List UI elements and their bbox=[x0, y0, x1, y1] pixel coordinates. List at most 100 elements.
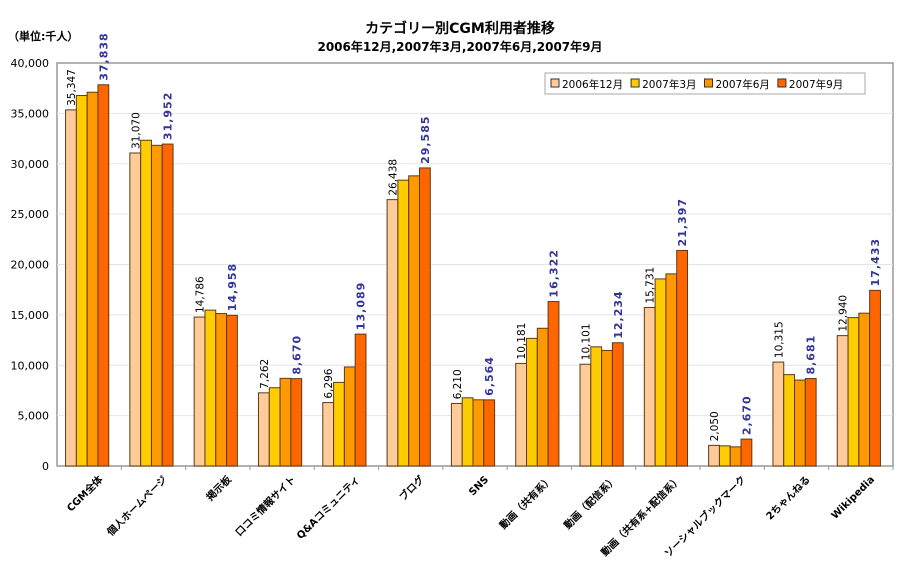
bar bbox=[418, 167, 431, 467]
bar bbox=[386, 199, 399, 467]
bar bbox=[718, 445, 731, 467]
unit-label: （単位:千人） bbox=[8, 29, 78, 43]
legend-swatch bbox=[550, 78, 560, 88]
y-tick-label: 10,000 bbox=[11, 359, 50, 372]
bar bbox=[140, 139, 152, 467]
data-label: 21,397 bbox=[676, 198, 689, 246]
bar bbox=[290, 378, 303, 467]
y-tick-label: 40,000 bbox=[11, 57, 50, 70]
data-label: 10,181 bbox=[516, 323, 528, 360]
bar bbox=[729, 446, 742, 467]
legend: 2006年12月 2007年3月 2007年6月 2007年9月 bbox=[544, 72, 866, 95]
bar bbox=[97, 84, 110, 467]
x-tick-label: 掲示板 bbox=[203, 472, 234, 503]
x-tick-label: Wikipedia bbox=[830, 474, 877, 521]
y-tick-label: 25,000 bbox=[11, 208, 50, 221]
bar bbox=[794, 379, 806, 467]
data-label: 15,731 bbox=[645, 267, 657, 304]
bar bbox=[322, 402, 335, 467]
bar bbox=[601, 349, 613, 467]
x-tick-label: SNS bbox=[467, 474, 491, 498]
bar bbox=[740, 438, 753, 467]
bar bbox=[836, 335, 849, 467]
x-tick-label: Q&Aコミュニティ bbox=[294, 474, 362, 542]
data-label: 35,347 bbox=[66, 69, 78, 106]
bar bbox=[75, 95, 88, 467]
data-label: 31,070 bbox=[130, 112, 142, 149]
bar bbox=[783, 374, 796, 467]
y-tick-label: 5,000 bbox=[18, 410, 50, 423]
bar bbox=[268, 387, 281, 467]
bar bbox=[354, 333, 367, 467]
bar bbox=[858, 312, 871, 467]
data-label: 2,670 bbox=[740, 395, 753, 435]
x-tick-label: 動画（配信系） bbox=[561, 473, 620, 532]
data-label: 6,296 bbox=[323, 368, 335, 398]
data-label: 6,564 bbox=[483, 356, 496, 396]
chart-subtitle: 2006年12月,2007年3月,2007年6月,2007年9月 bbox=[317, 39, 602, 54]
data-label: 10,315 bbox=[773, 321, 785, 358]
bar bbox=[333, 381, 345, 467]
y-tick-label: 0 bbox=[42, 460, 49, 473]
legend-swatch bbox=[630, 78, 640, 88]
data-label: 37,838 bbox=[97, 32, 110, 80]
bar bbox=[193, 316, 206, 467]
x-tick-label: 2ちゃんねる bbox=[764, 474, 813, 523]
bar bbox=[536, 327, 549, 467]
x-tick-label: 個人ホームページ bbox=[103, 473, 169, 539]
y-tick-label: 30,000 bbox=[11, 158, 50, 171]
data-label: 26,438 bbox=[387, 159, 399, 196]
bar bbox=[129, 152, 142, 467]
bar bbox=[472, 399, 485, 467]
bar bbox=[708, 444, 720, 467]
data-label: 29,585 bbox=[419, 115, 432, 163]
bar bbox=[483, 399, 496, 467]
bar bbox=[515, 362, 528, 467]
bar bbox=[611, 342, 624, 467]
legend-label: 2007年3月 bbox=[642, 78, 696, 91]
legend-label: 2007年9月 bbox=[789, 78, 843, 91]
data-label: 12,234 bbox=[612, 290, 625, 338]
bar bbox=[869, 289, 881, 467]
y-tick-label: 35,000 bbox=[11, 107, 50, 120]
chart-title: カテゴリー別CGM利用者推移 bbox=[365, 20, 555, 37]
legend-swatch bbox=[777, 78, 787, 88]
bar bbox=[847, 317, 860, 467]
bar bbox=[643, 307, 656, 467]
y-tick-label: 15,000 bbox=[11, 309, 50, 322]
bar bbox=[257, 392, 270, 467]
bar bbox=[204, 309, 217, 467]
data-label: 13,089 bbox=[355, 282, 368, 330]
data-label: 16,322 bbox=[548, 249, 561, 297]
data-label: 17,433 bbox=[869, 238, 882, 286]
bar bbox=[526, 337, 538, 467]
data-label: 14,958 bbox=[226, 263, 239, 311]
bar bbox=[215, 313, 228, 467]
bar bbox=[450, 402, 463, 467]
bar bbox=[461, 397, 474, 467]
bar bbox=[804, 378, 817, 467]
bar bbox=[279, 377, 292, 467]
bar bbox=[161, 143, 174, 467]
bar bbox=[397, 179, 410, 467]
bar bbox=[408, 175, 420, 467]
x-tick-label: 口コミ情報サイト bbox=[232, 473, 298, 539]
data-label: 8,681 bbox=[805, 335, 818, 375]
data-label: 7,262 bbox=[259, 359, 271, 389]
bar bbox=[579, 363, 592, 467]
bar bbox=[665, 273, 678, 467]
x-tick-label: CGM全体 bbox=[64, 472, 106, 514]
data-label: 14,786 bbox=[195, 276, 207, 313]
data-label: 2,050 bbox=[709, 411, 721, 441]
legend-label: 2007年6月 bbox=[716, 78, 770, 91]
bar bbox=[772, 361, 785, 467]
data-label: 10,101 bbox=[580, 323, 592, 360]
bar bbox=[654, 278, 667, 467]
bar bbox=[226, 314, 238, 467]
x-tick-label: 動画（共有系） bbox=[497, 473, 556, 532]
data-label: 12,940 bbox=[838, 295, 850, 332]
data-label: 6,210 bbox=[452, 369, 464, 399]
bar bbox=[590, 346, 603, 467]
